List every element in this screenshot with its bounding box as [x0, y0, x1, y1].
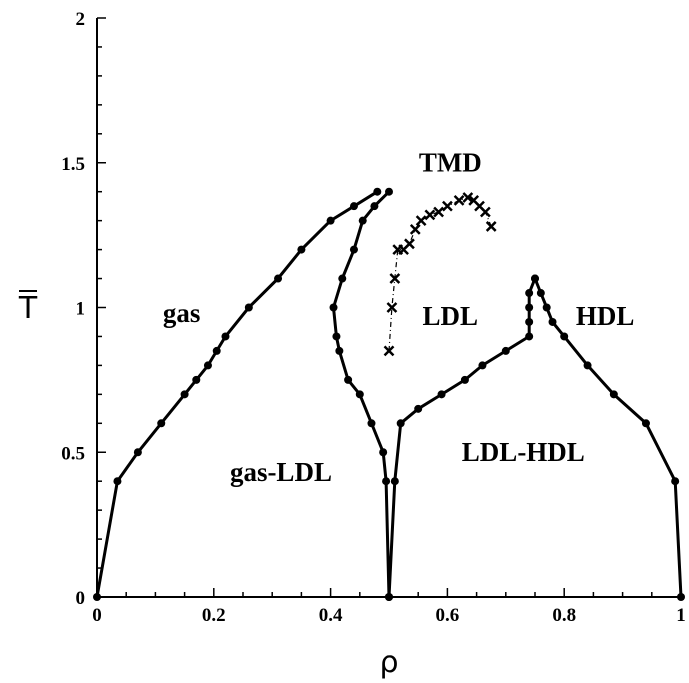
- data-point-x: [404, 238, 415, 250]
- data-point: [338, 274, 347, 283]
- series-line: [332, 190, 391, 598]
- data-point: [335, 346, 344, 355]
- data-point: [332, 332, 341, 341]
- data-point: [113, 477, 122, 486]
- y-tick-label: 0.5: [61, 443, 85, 464]
- series-4: [383, 192, 497, 357]
- data-point: [677, 593, 685, 601]
- series-line: [95, 190, 379, 598]
- data-point: [370, 202, 379, 211]
- data-point: [671, 477, 680, 486]
- data-point: [501, 346, 510, 355]
- series-line: [533, 277, 683, 598]
- x-tick-label: 0.8: [552, 605, 576, 626]
- region-label: HDL: [576, 301, 635, 331]
- x-tick-label: 0: [92, 605, 102, 626]
- region-label: LDL-HDL: [462, 437, 585, 467]
- data-point-x: [479, 206, 491, 218]
- series-2: [385, 274, 539, 601]
- data-point: [525, 289, 534, 298]
- y-tick-label: 1.5: [61, 154, 85, 175]
- data-point: [609, 390, 618, 399]
- data-point: [326, 216, 335, 225]
- data-point: [548, 317, 557, 326]
- data-point: [396, 419, 405, 428]
- x-tick-label: 0.6: [436, 605, 460, 626]
- data-point: [221, 332, 230, 341]
- data-point: [355, 390, 364, 399]
- data-point-x: [462, 192, 474, 203]
- data-point-x: [453, 195, 465, 206]
- data-point-x: [433, 206, 445, 218]
- data-point: [373, 187, 382, 196]
- data-point-x: [389, 273, 401, 284]
- data-point: [349, 202, 358, 211]
- data-point: [93, 593, 101, 601]
- data-point: [437, 390, 446, 399]
- data-point-x: [409, 223, 421, 235]
- data-point: [536, 289, 545, 298]
- data-point: [542, 303, 551, 312]
- data-point: [180, 390, 189, 399]
- data-point-x: [485, 221, 497, 232]
- data-point: [583, 361, 592, 370]
- data-point: [525, 332, 534, 341]
- data-point: [478, 361, 487, 370]
- data-point: [531, 274, 539, 283]
- y-tick-label: 1: [76, 299, 86, 320]
- x-tick-label: 0.2: [202, 605, 226, 626]
- y-tick-label: 0: [76, 588, 86, 609]
- data-point: [382, 477, 391, 486]
- data-point: [525, 303, 534, 312]
- data-point: [133, 448, 142, 457]
- series-1: [329, 187, 393, 601]
- x-tick-label: 1: [676, 605, 686, 626]
- data-point: [560, 332, 569, 341]
- region-labels: gas gas-LDL TMD LDL HDL LDL-HDL: [163, 147, 634, 487]
- data-point: [274, 274, 283, 283]
- data-series: [93, 187, 685, 601]
- data-point: [414, 404, 423, 413]
- data-point: [244, 303, 253, 312]
- x-tick-label: 0.4: [319, 605, 343, 626]
- region-label: gas: [163, 298, 201, 328]
- series-3: [531, 274, 685, 601]
- region-label: TMD: [419, 147, 482, 177]
- region-label: LDL: [423, 301, 479, 331]
- data-point: [349, 245, 358, 254]
- y-tick-label: 2: [76, 9, 86, 30]
- data-point: [344, 375, 353, 384]
- data-point-x: [415, 215, 427, 227]
- data-point: [297, 245, 306, 254]
- data-point: [203, 361, 212, 370]
- data-point: [525, 317, 534, 326]
- x-axis-label: ρ: [379, 645, 398, 680]
- data-point-x: [442, 200, 453, 212]
- y-axis-label: T: [18, 291, 38, 326]
- data-point: [385, 187, 393, 196]
- data-point: [157, 419, 166, 428]
- data-point: [367, 419, 376, 428]
- region-label: gas-LDL: [230, 457, 332, 487]
- data-point: [192, 375, 201, 384]
- data-point: [212, 346, 221, 355]
- data-point-x: [383, 345, 395, 357]
- y-axis-label-group: T: [18, 290, 38, 326]
- data-point: [358, 216, 367, 225]
- data-point: [460, 375, 469, 384]
- data-point: [329, 303, 338, 312]
- data-point: [641, 419, 650, 428]
- data-point: [390, 477, 399, 486]
- series-0: [93, 187, 382, 601]
- data-point-x: [424, 209, 436, 221]
- data-point: [379, 448, 388, 457]
- data-point: [385, 593, 393, 601]
- data-point-x: [386, 302, 398, 313]
